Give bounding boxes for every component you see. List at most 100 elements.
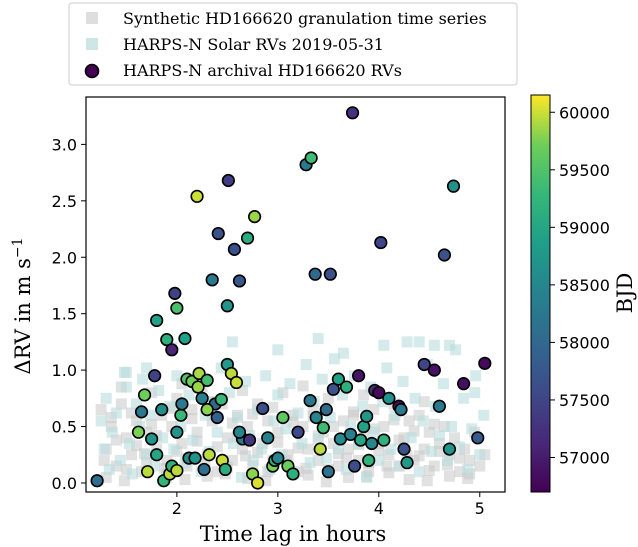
synthetic-point: [368, 404, 380, 416]
archival-point: [442, 442, 457, 456]
legend-marker-solar: [86, 38, 98, 50]
archival-point: [131, 425, 146, 439]
synthetic-point: [343, 471, 355, 483]
synthetic-point: [166, 421, 178, 433]
synthetic-point: [423, 465, 435, 477]
archival-point: [276, 410, 290, 425]
plot-frame: [85, 96, 506, 493]
solar-point: [470, 370, 482, 382]
synthetic-point: [443, 470, 455, 482]
archival-point: [446, 179, 461, 193]
archival-point: [165, 343, 179, 357]
solar-point: [405, 432, 417, 444]
synthetic-point: [236, 384, 248, 396]
solar-point: [256, 443, 268, 455]
synthetic-point: [433, 437, 445, 449]
synthetic-point: [221, 432, 233, 444]
synthetic-point: [378, 421, 390, 433]
colorbar-gradient: [530, 94, 551, 493]
colorbar-label: BJD: [613, 273, 637, 314]
archival-point: [354, 433, 368, 447]
archival-point: [457, 377, 471, 391]
archival-point: [347, 459, 362, 473]
solar-point: [373, 454, 385, 466]
synthetic-point: [240, 450, 252, 462]
archival-point: [417, 357, 431, 372]
synthetic-point: [100, 471, 112, 483]
archival-point: [309, 410, 323, 425]
archival-point: [140, 465, 155, 479]
synthetic-point: [358, 389, 370, 401]
synthetic-point: [454, 452, 466, 464]
archival-point: [374, 235, 388, 250]
solar-point: [187, 434, 199, 446]
synthetic-point: [300, 462, 312, 474]
archival-point: [221, 173, 235, 188]
y-axis: 0.0 0.5 1.0 1.5 2.0 2.5 3.0: [52, 135, 86, 493]
archival-point: [256, 401, 270, 416]
synthetic-point: [327, 437, 339, 449]
synthetic-point: [383, 467, 395, 479]
archival-point: [321, 465, 335, 479]
solar-point: [149, 460, 161, 472]
solar-point: [397, 375, 409, 387]
synthetic-point: [307, 404, 319, 416]
solar-point: [413, 466, 425, 478]
synthetic-point: [462, 472, 474, 484]
y-axis-label-main: ΔRV in m s: [11, 258, 35, 374]
archival-point: [345, 106, 360, 120]
archival-point: [197, 462, 211, 477]
legend-marker-archival: [84, 63, 100, 79]
synthetic-point: [186, 404, 198, 416]
archival-point: [190, 189, 204, 203]
solar-point: [336, 389, 348, 401]
solar-point: [462, 463, 474, 475]
solar-point: [215, 362, 227, 374]
synthetic-point: [141, 426, 153, 438]
solar-point: [437, 378, 449, 390]
synthetic-point: [236, 443, 248, 455]
archival-point: [313, 442, 327, 456]
colorbar-tick-label: 59500: [559, 161, 610, 180]
colorbar-tick-label: 57000: [559, 448, 610, 467]
legend-entry-synthetic: Synthetic HD166620 granulation time seri…: [86, 9, 487, 28]
solar-point: [324, 412, 336, 424]
solar-point: [357, 400, 369, 412]
solar-point: [328, 353, 340, 365]
archival-point: [437, 248, 452, 262]
synthetic-point: [302, 469, 314, 481]
solar-point: [145, 409, 157, 421]
solar-point: [171, 370, 183, 382]
archival-point: [150, 448, 164, 462]
synthetic-point: [272, 436, 284, 448]
y-tick-label: 0.5: [52, 418, 77, 437]
synthetic-point: [159, 462, 171, 474]
y-tick-label: 2.0: [52, 248, 77, 267]
solar-point: [332, 443, 344, 455]
synthetic-point: [161, 454, 173, 466]
solar-point: [120, 381, 132, 393]
archival-point: [148, 369, 162, 383]
archival-point: [242, 433, 257, 447]
solar-point: [141, 362, 153, 374]
solar-point: [211, 426, 223, 438]
y-tick-label: 1.0: [52, 361, 77, 380]
colorbar-tick-label: 57500: [559, 391, 610, 410]
x-tick-label: 2: [172, 499, 182, 518]
archival-point: [339, 380, 354, 394]
synthetic-point: [287, 416, 299, 428]
archival-point: [188, 451, 202, 465]
archival-point: [397, 442, 411, 456]
archival-point: [478, 356, 492, 370]
solar-point: [381, 362, 393, 374]
synthetic-point: [408, 425, 420, 437]
synthetic-point: [401, 450, 413, 462]
archival-point: [200, 373, 214, 387]
solar-point: [312, 333, 324, 345]
legend: Synthetic HD166620 granulation time seri…: [68, 2, 518, 86]
solar-point: [312, 430, 324, 442]
legend-marker-synthetic: [86, 12, 98, 24]
synthetic-point: [418, 443, 430, 455]
synthetic-point: [449, 432, 461, 444]
